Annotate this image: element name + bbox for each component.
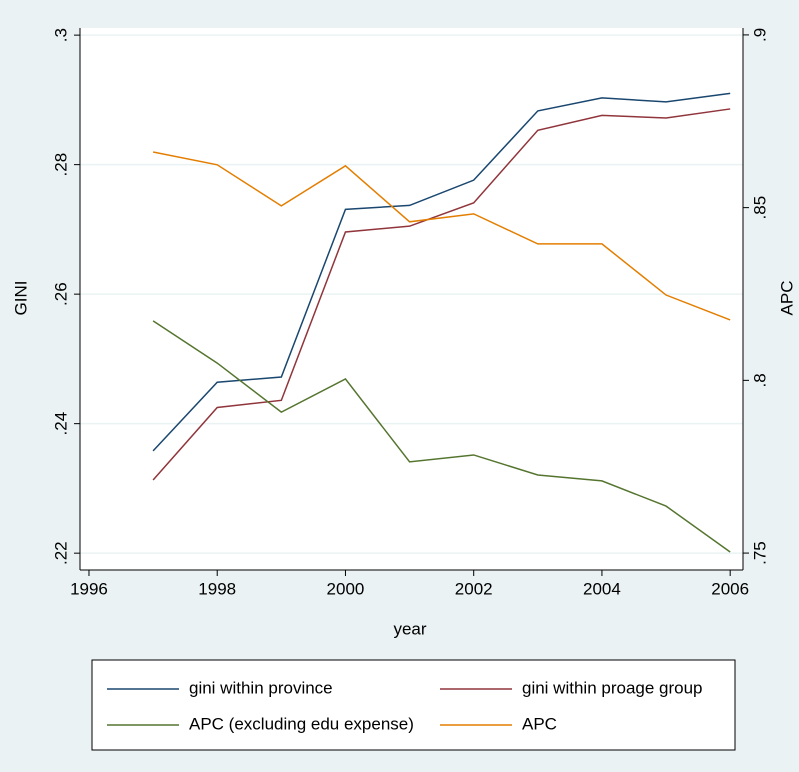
y-tick-label: .22 (51, 541, 70, 565)
y2-axis-label: APC (777, 281, 796, 316)
y-tick-label: .26 (51, 282, 70, 306)
x-tick-label: 1998 (198, 579, 236, 598)
legend-label: APC (excluding edu expense) (189, 714, 414, 733)
y-tick-label: .3 (51, 28, 70, 42)
y-tick-label: .24 (51, 412, 70, 436)
y-axis-label: GINI (11, 281, 30, 316)
x-tick-label: 2004 (583, 579, 621, 598)
y2-tick-label: .8 (750, 373, 769, 387)
legend-label: gini within province (189, 678, 333, 697)
series-line (152, 151, 731, 321)
legend-label: APC (522, 714, 557, 733)
y2-tick-label: .9 (750, 28, 769, 42)
x-tick-label: 2006 (711, 579, 749, 598)
x-tick-label: 2000 (327, 579, 365, 598)
y2-tick-label: .75 (750, 541, 769, 565)
x-axis-label: year (393, 619, 426, 638)
y-tick-label: .28 (51, 153, 70, 177)
series-line (152, 320, 731, 553)
y2-tick-label: .85 (750, 196, 769, 220)
plot-area (80, 28, 743, 570)
x-tick-label: 1996 (70, 579, 108, 598)
series-line (152, 108, 731, 481)
series-line (152, 92, 731, 452)
x-tick-label: 2002 (455, 579, 493, 598)
legend-label: gini within proage group (522, 678, 703, 697)
legend-box (91, 659, 736, 751)
